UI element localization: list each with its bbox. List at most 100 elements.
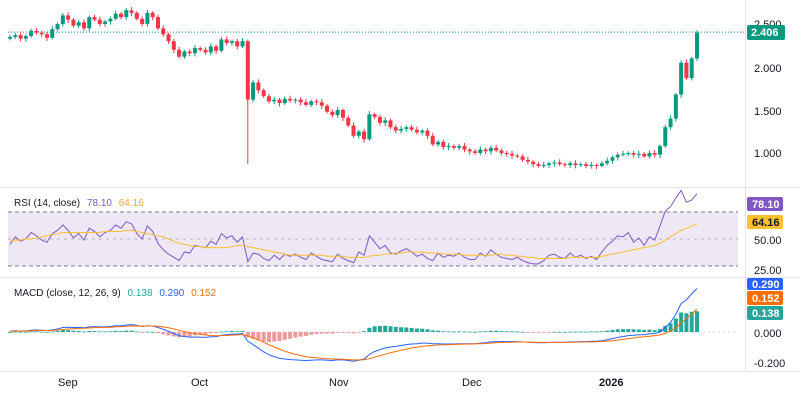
macd-histogram-bar — [346, 332, 351, 333]
candle-body — [97, 19, 102, 24]
candle-body — [261, 90, 266, 97]
macd-histogram-bar — [578, 331, 583, 333]
candle-body — [192, 48, 197, 54]
candle-body — [351, 125, 356, 136]
macd-histogram-bar — [610, 329, 615, 332]
macd-histogram-bar — [171, 332, 176, 337]
macd-histogram-bar — [340, 332, 345, 333]
macd-histogram-bar — [462, 331, 467, 333]
macd-axis: 0.000 -0.200 — [754, 328, 785, 370]
macd-histogram-bar — [383, 325, 388, 332]
macd-histogram-bar — [420, 328, 425, 332]
candles-group — [8, 7, 699, 170]
candle-body — [81, 22, 86, 29]
macd-histogram-bar — [673, 318, 678, 332]
macd-histogram-bar — [134, 331, 139, 333]
macd-histogram-bar — [251, 332, 256, 339]
candle-body — [330, 111, 335, 116]
candle-body — [668, 118, 673, 128]
candle-body — [589, 165, 594, 167]
macd-histogram-bar — [34, 331, 39, 333]
macd-histogram-bar — [71, 330, 76, 332]
candle-body — [388, 120, 393, 128]
candle-body — [18, 35, 23, 39]
candle-body — [29, 30, 34, 37]
candle-body — [584, 164, 589, 166]
macd-histogram-bar — [515, 331, 520, 333]
candle-body — [689, 58, 694, 79]
candle-body — [161, 28, 166, 35]
macd-histogram-bar — [372, 326, 377, 332]
macd-line-value: 0.290 — [159, 288, 184, 299]
candle-body — [314, 101, 319, 103]
macd-histogram-bar — [23, 331, 28, 333]
macd-histogram-bar — [182, 332, 187, 337]
macd-histogram-bar — [695, 311, 699, 332]
macd-histogram-bar — [277, 332, 282, 342]
candle-body — [356, 131, 361, 136]
candle-body — [488, 147, 493, 152]
candle-body — [288, 98, 293, 101]
macd-histogram-group — [8, 311, 699, 343]
price-tick-label: 1.000 — [754, 148, 782, 160]
candle-body — [8, 36, 12, 39]
candle-body — [525, 159, 530, 162]
candle-body — [510, 153, 515, 156]
macd-histogram-bar — [668, 323, 673, 332]
candle-body — [636, 153, 641, 155]
current-price-badge — [747, 25, 785, 40]
macd-histogram-bar — [66, 330, 71, 332]
macd-histogram-bar — [29, 331, 34, 333]
macd-histogram-bar — [362, 331, 367, 333]
candle-body — [621, 153, 626, 155]
rsi-tick-label: 25.00 — [754, 265, 782, 277]
macd-line-badge-text: 0.290 — [752, 279, 780, 291]
candle-body — [266, 96, 271, 102]
candle-body — [124, 10, 129, 18]
macd-histogram-bar — [367, 327, 372, 332]
candle-body — [647, 153, 652, 157]
macd-signal-badge — [747, 291, 783, 305]
macd-histogram-bar — [441, 331, 446, 333]
candle-body — [457, 146, 462, 148]
candle-body — [658, 146, 663, 155]
candle-body — [229, 41, 234, 43]
candle-body — [541, 165, 546, 167]
macd-histogram-bar — [303, 332, 308, 336]
candle-body — [573, 163, 578, 166]
macd-histogram-bar — [39, 331, 44, 333]
candle-body — [140, 18, 145, 24]
macd-histogram-bar — [150, 332, 155, 333]
candle-body — [134, 12, 139, 19]
rsi-ma-value: 64.16 — [119, 198, 144, 209]
candle-body — [50, 29, 55, 38]
candle-body — [92, 17, 97, 20]
candle-body — [298, 99, 303, 103]
macd-histogram-bar — [451, 331, 456, 333]
macd-histogram-bar — [568, 331, 573, 333]
time-label-oct: Oct — [191, 377, 208, 389]
macd-histogram-bar — [309, 332, 314, 335]
candle-body — [203, 49, 208, 53]
candle-body — [393, 127, 398, 131]
macd-histogram-bar — [81, 331, 86, 333]
candle-body — [60, 15, 65, 24]
candle-body — [673, 94, 678, 119]
macd-pane-title: MACD (close, 12, 26, 9) 0.138 0.290 0.15… — [14, 288, 217, 299]
macd-histogram-bar — [557, 331, 562, 333]
macd-histogram-bar — [388, 326, 393, 332]
candle-body — [23, 36, 28, 39]
macd-histogram-bar — [626, 329, 631, 332]
macd-histogram-bar — [615, 329, 620, 332]
macd-histogram-bar — [531, 332, 536, 333]
candle-body — [277, 99, 282, 104]
macd-histogram-bar — [314, 332, 319, 335]
macd-histogram-bar — [467, 331, 472, 333]
candle-body — [695, 32, 699, 59]
macd-tick-label: 0.000 — [754, 328, 782, 340]
candle-body — [39, 32, 44, 35]
macd-histogram-bar — [97, 331, 102, 333]
macd-hist-value: 0.138 — [128, 288, 153, 299]
macd-histogram-bar — [658, 329, 663, 332]
candle-body — [346, 117, 351, 126]
